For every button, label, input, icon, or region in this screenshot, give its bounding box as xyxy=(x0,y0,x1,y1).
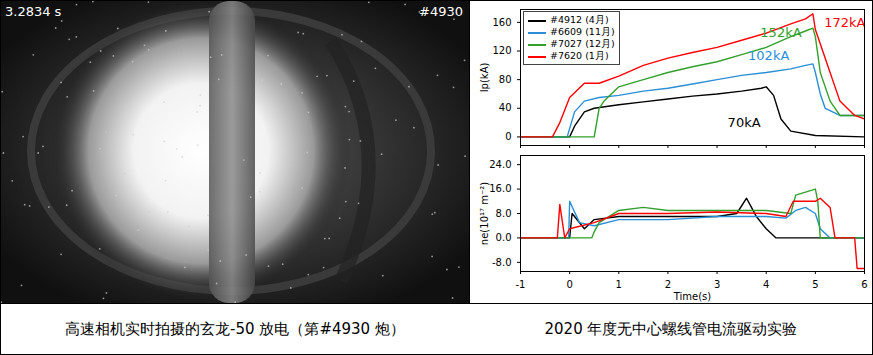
svg-text:80: 80 xyxy=(499,74,512,85)
svg-text:0.0: 0.0 xyxy=(496,232,512,243)
svg-text:2: 2 xyxy=(665,279,671,290)
svg-text:-8.0: -8.0 xyxy=(492,257,512,268)
svg-text:120: 120 xyxy=(492,45,511,56)
svg-text:24.0: 24.0 xyxy=(489,159,511,170)
svg-text:#4930: #4930 xyxy=(419,4,463,19)
html-text:高速相机实时拍摄的玄龙-50 放电（第#4930 炮）: 高速相机实时拍摄的玄龙-50 放电（第#4930 炮） xyxy=(65,320,405,338)
svg-text:Time(s): Time(s) xyxy=(673,291,712,302)
html-text:#7027 (12月): #7027 (12月) xyxy=(550,38,615,49)
svg-text:172kA: 172kA xyxy=(824,15,865,30)
svg-text:152kA: 152kA xyxy=(760,25,801,40)
html-text:#4912 (4月): #4912 (4月) xyxy=(550,14,609,25)
svg-text:5: 5 xyxy=(812,279,818,290)
svg-text:160: 160 xyxy=(492,17,511,28)
svg-text:70kA: 70kA xyxy=(728,115,761,130)
svg-text:40: 40 xyxy=(499,102,512,113)
svg-text:ne(10¹⁷ m⁻²): ne(10¹⁷ m⁻²) xyxy=(479,182,490,245)
svg-text:0: 0 xyxy=(566,279,572,290)
html-text:#6609 (11月): #6609 (11月) xyxy=(550,26,615,37)
svg-text:Ip(kA): Ip(kA) xyxy=(479,63,490,93)
svg-text:8.0: 8.0 xyxy=(496,208,512,219)
html-text:#7620 (1月): #7620 (1月) xyxy=(550,50,609,61)
html-text:2020 年度无中心螺线管电流驱动实验: 2020 年度无中心螺线管电流驱动实验 xyxy=(544,320,798,338)
svg-text:0: 0 xyxy=(505,131,511,142)
svg-text:102kA: 102kA xyxy=(748,48,789,63)
svg-text:-1: -1 xyxy=(516,279,526,290)
svg-text:3.2834 s: 3.2834 s xyxy=(5,4,62,19)
svg-text:6: 6 xyxy=(861,279,867,290)
svg-text:3: 3 xyxy=(714,279,720,290)
svg-text:1: 1 xyxy=(616,279,622,290)
svg-text:4: 4 xyxy=(763,279,769,290)
svg-text:16.0: 16.0 xyxy=(489,183,511,194)
